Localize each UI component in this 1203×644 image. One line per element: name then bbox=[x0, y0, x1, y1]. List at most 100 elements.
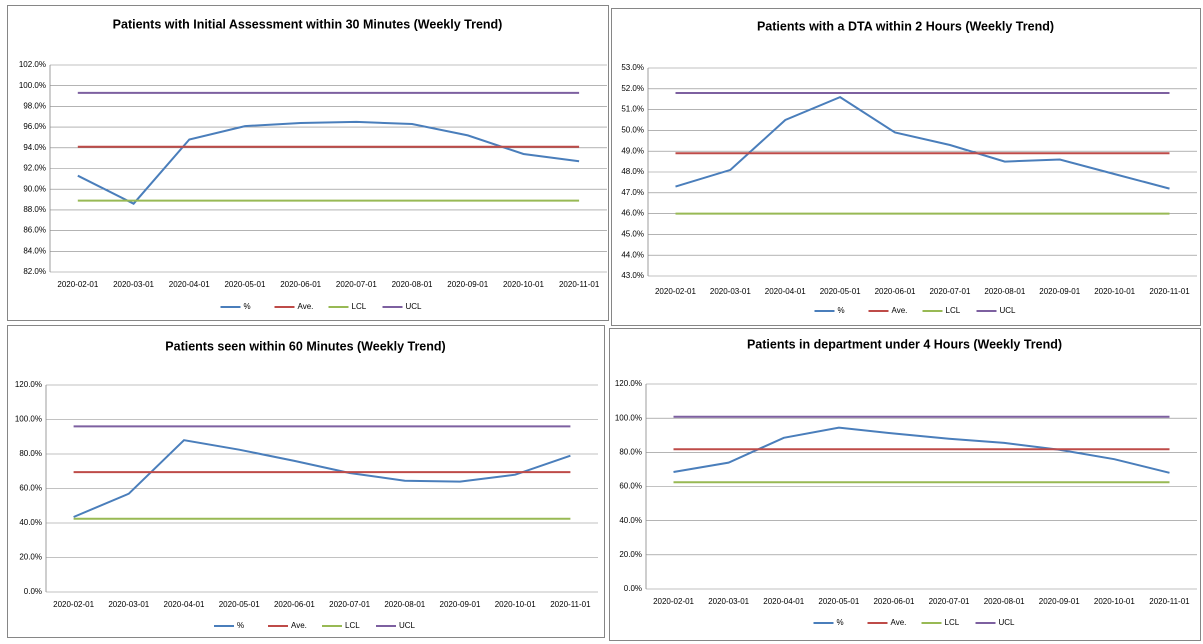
x-tick-label: 2020-04-01 bbox=[164, 600, 205, 609]
y-tick-label: 44.0% bbox=[621, 250, 644, 259]
legend-label: LCL bbox=[345, 621, 360, 630]
x-tick-label: 2020-02-01 bbox=[655, 287, 696, 296]
y-tick-label: 0.0% bbox=[24, 587, 42, 596]
legend-label: Ave. bbox=[891, 618, 907, 627]
x-tick-label: 2020-02-01 bbox=[53, 600, 94, 609]
y-tick-label: 94.0% bbox=[23, 143, 46, 152]
x-tick-label: 2020-08-01 bbox=[392, 280, 433, 289]
x-tick-label: 2020-03-01 bbox=[710, 287, 751, 296]
legend-label: % bbox=[838, 306, 845, 315]
chart-frame bbox=[611, 8, 1201, 326]
y-tick-label: 47.0% bbox=[621, 188, 644, 197]
x-tick-label: 2020-04-01 bbox=[169, 280, 210, 289]
y-tick-label: 100.0% bbox=[19, 81, 46, 90]
y-tick-label: 84.0% bbox=[23, 246, 46, 255]
y-tick-label: 120.0% bbox=[15, 380, 42, 389]
y-tick-label: 20.0% bbox=[19, 553, 42, 562]
x-tick-label: 2020-05-01 bbox=[818, 597, 859, 606]
x-tick-label: 2020-08-01 bbox=[984, 597, 1025, 606]
x-tick-label: 2020-02-01 bbox=[653, 597, 694, 606]
legend-label: UCL bbox=[399, 621, 416, 630]
x-tick-label: 2020-04-01 bbox=[763, 597, 804, 606]
x-tick-label: 2020-03-01 bbox=[708, 597, 749, 606]
y-tick-label: 80.0% bbox=[19, 449, 42, 458]
legend-label: % bbox=[244, 302, 251, 311]
x-tick-label: 2020-09-01 bbox=[440, 600, 481, 609]
x-tick-label: 2020-07-01 bbox=[329, 600, 370, 609]
y-tick-label: 102.0% bbox=[19, 60, 46, 69]
y-tick-label: 46.0% bbox=[621, 209, 644, 218]
y-tick-label: 90.0% bbox=[23, 184, 46, 193]
chart-title: Patients with Initial Assessment within … bbox=[113, 17, 503, 31]
y-tick-label: 80.0% bbox=[619, 447, 642, 456]
legend-label: Ave. bbox=[298, 302, 314, 311]
x-tick-label: 2020-05-01 bbox=[820, 287, 861, 296]
y-tick-label: 40.0% bbox=[19, 518, 42, 527]
x-tick-label: 2020-07-01 bbox=[929, 287, 970, 296]
x-tick-label: 2020-09-01 bbox=[447, 280, 488, 289]
y-tick-label: 0.0% bbox=[624, 584, 642, 593]
y-tick-label: 20.0% bbox=[619, 550, 642, 559]
y-tick-label: 49.0% bbox=[621, 146, 644, 155]
x-tick-label: 2020-10-01 bbox=[495, 600, 536, 609]
x-tick-label: 2020-11-01 bbox=[550, 600, 591, 609]
y-tick-label: 120.0% bbox=[615, 379, 642, 388]
chart-frame bbox=[7, 5, 609, 321]
y-tick-label: 50.0% bbox=[621, 126, 644, 135]
x-tick-label: 2020-06-01 bbox=[274, 600, 315, 609]
chart-title: Patients in department under 4 Hours (We… bbox=[747, 337, 1062, 351]
y-tick-label: 88.0% bbox=[23, 205, 46, 214]
y-tick-label: 96.0% bbox=[23, 122, 46, 131]
y-tick-label: 53.0% bbox=[621, 63, 644, 72]
x-tick-label: 2020-07-01 bbox=[336, 280, 377, 289]
x-tick-label: 2020-11-01 bbox=[1149, 287, 1190, 296]
x-tick-label: 2020-10-01 bbox=[1094, 597, 1135, 606]
y-tick-label: 52.0% bbox=[621, 84, 644, 93]
y-tick-label: 82.0% bbox=[23, 267, 46, 276]
chart-frame bbox=[609, 328, 1201, 641]
chart-title: Patients with a DTA within 2 Hours (Week… bbox=[757, 19, 1054, 33]
legend-label: LCL bbox=[946, 306, 961, 315]
chart-title: Patients seen within 60 Minutes (Weekly … bbox=[165, 339, 445, 353]
x-tick-label: 2020-05-01 bbox=[219, 600, 260, 609]
legend-label: UCL bbox=[999, 618, 1016, 627]
legend-label: % bbox=[237, 621, 244, 630]
series-line bbox=[77, 120, 580, 205]
x-tick-label: 2020-11-01 bbox=[1149, 597, 1190, 606]
y-tick-label: 92.0% bbox=[23, 164, 46, 173]
y-tick-label: 60.0% bbox=[19, 484, 42, 493]
x-tick-label: 2020-03-01 bbox=[108, 600, 149, 609]
legend-label: % bbox=[837, 618, 844, 627]
x-tick-label: 2020-03-01 bbox=[113, 280, 154, 289]
legend-label: Ave. bbox=[892, 306, 908, 315]
x-tick-label: 2020-06-01 bbox=[280, 280, 321, 289]
series-line bbox=[73, 439, 571, 518]
x-tick-label: 2020-07-01 bbox=[929, 597, 970, 606]
y-tick-label: 48.0% bbox=[621, 167, 644, 176]
x-tick-label: 2020-04-01 bbox=[765, 287, 806, 296]
x-tick-label: 2020-10-01 bbox=[503, 280, 544, 289]
y-tick-label: 43.0% bbox=[621, 271, 644, 280]
y-tick-label: 98.0% bbox=[23, 102, 46, 111]
y-tick-label: 60.0% bbox=[619, 482, 642, 491]
x-tick-label: 2020-06-01 bbox=[875, 287, 916, 296]
x-tick-label: 2020-06-01 bbox=[873, 597, 914, 606]
x-tick-label: 2020-08-01 bbox=[984, 287, 1025, 296]
y-tick-label: 40.0% bbox=[619, 516, 642, 525]
legend-label: LCL bbox=[352, 302, 367, 311]
x-tick-label: 2020-08-01 bbox=[384, 600, 425, 609]
y-tick-label: 45.0% bbox=[621, 230, 644, 239]
y-tick-label: 86.0% bbox=[23, 226, 46, 235]
legend-label: LCL bbox=[945, 618, 960, 627]
chart-frame bbox=[7, 325, 605, 638]
x-tick-label: 2020-05-01 bbox=[224, 280, 265, 289]
x-tick-label: 2020-09-01 bbox=[1039, 597, 1080, 606]
x-tick-label: 2020-11-01 bbox=[559, 280, 600, 289]
x-tick-label: 2020-02-01 bbox=[57, 280, 98, 289]
y-tick-label: 100.0% bbox=[15, 415, 42, 424]
legend-label: UCL bbox=[406, 302, 423, 311]
y-tick-label: 100.0% bbox=[615, 413, 642, 422]
x-tick-label: 2020-09-01 bbox=[1039, 287, 1080, 296]
